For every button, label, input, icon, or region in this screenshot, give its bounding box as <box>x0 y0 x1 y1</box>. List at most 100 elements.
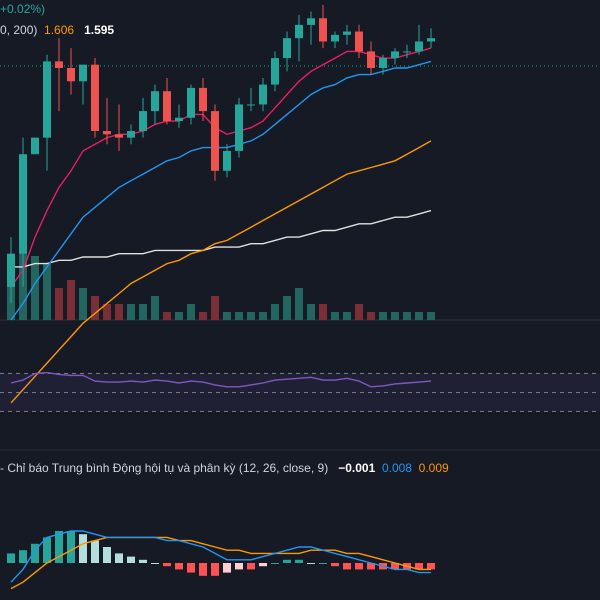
candle-body <box>331 34 339 42</box>
ma-mid-line <box>10 60 432 321</box>
candle-body <box>403 51 411 53</box>
volume-bar <box>367 312 375 320</box>
macd-histogram-bar <box>175 563 183 570</box>
candle-body <box>19 154 27 254</box>
candle-body <box>31 137 39 155</box>
volume-bar <box>79 288 87 320</box>
volume-bar <box>271 304 279 320</box>
macd-pane <box>7 530 435 590</box>
macd-histogram-bar <box>43 537 51 563</box>
candle-body <box>427 38 435 42</box>
volume-bar <box>415 312 423 320</box>
macd-histogram-bar <box>7 553 15 563</box>
candle-body <box>199 87 207 112</box>
volume-bar <box>163 312 171 320</box>
macd-histogram-bar <box>331 563 339 567</box>
volume-bar <box>235 312 243 320</box>
candle-body <box>115 134 123 138</box>
candle-body <box>415 41 423 52</box>
candle-body <box>79 64 87 82</box>
candle-body <box>271 58 279 85</box>
candle-body <box>223 150 231 171</box>
candle-body <box>235 104 243 151</box>
candle-body <box>343 31 351 35</box>
macd-histogram-bar <box>103 547 111 563</box>
macd-line <box>10 530 431 583</box>
macd-histogram-bar <box>391 563 399 570</box>
volume-bar <box>43 264 51 320</box>
macd-histogram-bar <box>211 563 219 576</box>
volume-bar <box>91 296 99 320</box>
macd-histogram-bar <box>295 559 303 563</box>
macd-histogram-bar <box>31 543 39 563</box>
rsi-pane <box>0 371 600 412</box>
volume-bar <box>187 304 195 320</box>
candle-body <box>319 18 327 42</box>
volume-bar <box>211 296 219 320</box>
volume-bar <box>379 312 387 320</box>
volume-bar <box>139 304 147 320</box>
candle-body <box>91 64 99 131</box>
macd-histogram-bar <box>307 563 315 564</box>
volume-bar <box>223 312 231 320</box>
candle-body <box>247 104 255 106</box>
macd-legend: - Chỉ báo Trung bình Động hội tụ và phân… <box>0 461 449 475</box>
volume-bar <box>355 304 363 320</box>
volume-bar <box>247 312 255 320</box>
macd-histogram-bar <box>343 563 351 570</box>
candlesticks <box>7 5 435 304</box>
volume-bar <box>343 312 351 320</box>
volume-bar <box>127 304 135 320</box>
macd-signal-line <box>10 536 431 590</box>
ma-fast-line <box>10 47 432 288</box>
ma-long-line <box>11 209 432 268</box>
macd-histogram-bar <box>127 556 135 563</box>
macd-histogram-bar <box>319 563 327 564</box>
candle-body <box>307 18 315 25</box>
macd-histogram-bar <box>355 563 363 570</box>
volume-bars <box>7 240 435 320</box>
macd-histogram-bar <box>163 563 171 567</box>
candle-body <box>379 58 387 68</box>
macd-histogram-bar <box>415 563 423 570</box>
volume-bar <box>55 288 63 320</box>
volume-bar <box>199 312 207 320</box>
macd-histogram-bar <box>151 563 159 564</box>
macd-line-value: 0.008 <box>381 461 412 475</box>
candle-body <box>163 91 171 122</box>
macd-histogram-bar <box>67 531 75 563</box>
macd-histogram-bar <box>223 563 231 573</box>
candle-body <box>55 61 63 68</box>
macd-histogram-bar <box>115 553 123 563</box>
macd-histogram-bar <box>19 550 27 563</box>
volume-bar <box>283 296 291 320</box>
header-change: +0.02%) <box>0 2 45 16</box>
macd-histogram-bar <box>79 534 87 563</box>
macd-histogram-bar <box>283 559 291 563</box>
macd-histogram-bar <box>259 563 267 567</box>
candle-body <box>367 51 375 68</box>
candle-body <box>355 31 363 52</box>
volume-bar <box>151 296 159 320</box>
candle-body <box>7 253 15 287</box>
ma-params: 0, 200) <box>0 23 38 37</box>
candle-body <box>43 61 51 138</box>
candle-body <box>103 131 111 135</box>
volume-bar <box>427 312 435 320</box>
ma-value-white: 1.595 <box>84 23 115 37</box>
candle-body <box>175 117 183 122</box>
macd-histogram-bar <box>427 563 435 570</box>
volume-bar <box>103 304 111 320</box>
macd-histogram-bar <box>235 563 243 570</box>
volume-bar <box>403 312 411 320</box>
volume-bar <box>115 304 123 320</box>
rsi-line <box>10 371 432 388</box>
volume-bar <box>259 312 267 320</box>
macd-histogram-bar <box>55 531 63 563</box>
macd-hist-value: −0.001 <box>338 461 376 475</box>
candle-body <box>283 38 291 59</box>
candle-body <box>391 51 399 59</box>
candle-body <box>139 111 147 131</box>
candle-body <box>187 87 195 118</box>
macd-histogram-bar <box>199 563 207 576</box>
